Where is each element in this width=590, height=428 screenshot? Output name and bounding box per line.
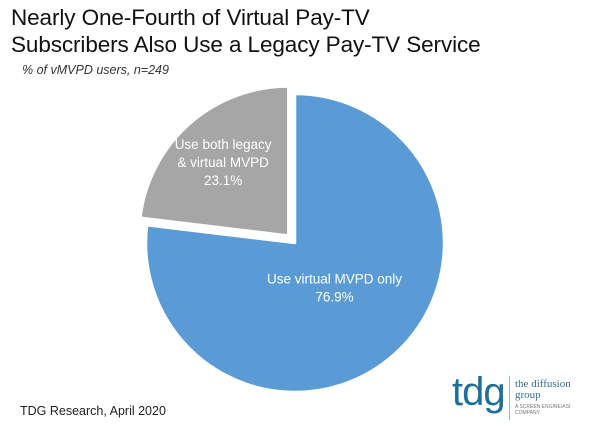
- pie-slice-category: Use virtual MVPD only: [267, 272, 402, 287]
- pie-slice-label-2: Use both legacy & virtual MVPD 23.1%: [175, 137, 272, 188]
- pie-slice-category: & virtual MVPD: [177, 155, 269, 170]
- logo-mark: tdg: [452, 370, 506, 414]
- pie-slice-value: 23.1%: [204, 173, 242, 188]
- source-note: TDG Research, April 2020: [20, 404, 166, 418]
- logo-name-line-1: the diffusion: [515, 378, 571, 390]
- logo-tagline: A SCREEN ENGINE/ASI COMPANY: [515, 404, 575, 416]
- pie-slice-label-1: Use virtual MVPD only 76.9%: [267, 272, 402, 305]
- chart-title-line-2: Subscribers Also Use a Legacy Pay-TV Ser…: [11, 32, 481, 57]
- logo-divider: [509, 376, 510, 420]
- chart-title: Nearly One-Fourth of Virtual Pay-TV Subs…: [11, 4, 571, 58]
- pie-slice-value: 76.9%: [315, 290, 353, 305]
- logo-tagline-line-2: COMPANY: [515, 410, 540, 416]
- chart-subtitle: % of vMVPD users, n=249: [22, 63, 169, 77]
- company-logo: tdg the diffusion group A SCREEN ENGINE/…: [452, 370, 582, 425]
- pie-slice-category: Use both legacy: [175, 137, 272, 152]
- logo-name-line-2: group: [515, 389, 541, 401]
- chart-title-line-1: Nearly One-Fourth of Virtual Pay-TV: [11, 5, 370, 30]
- logo-company-name: the diffusion group: [515, 379, 581, 401]
- logo-tagline-line-1: A SCREEN ENGINE/ASI: [515, 404, 571, 410]
- pie-slice-2: [139, 85, 290, 237]
- pie-slice-1: [144, 92, 446, 394]
